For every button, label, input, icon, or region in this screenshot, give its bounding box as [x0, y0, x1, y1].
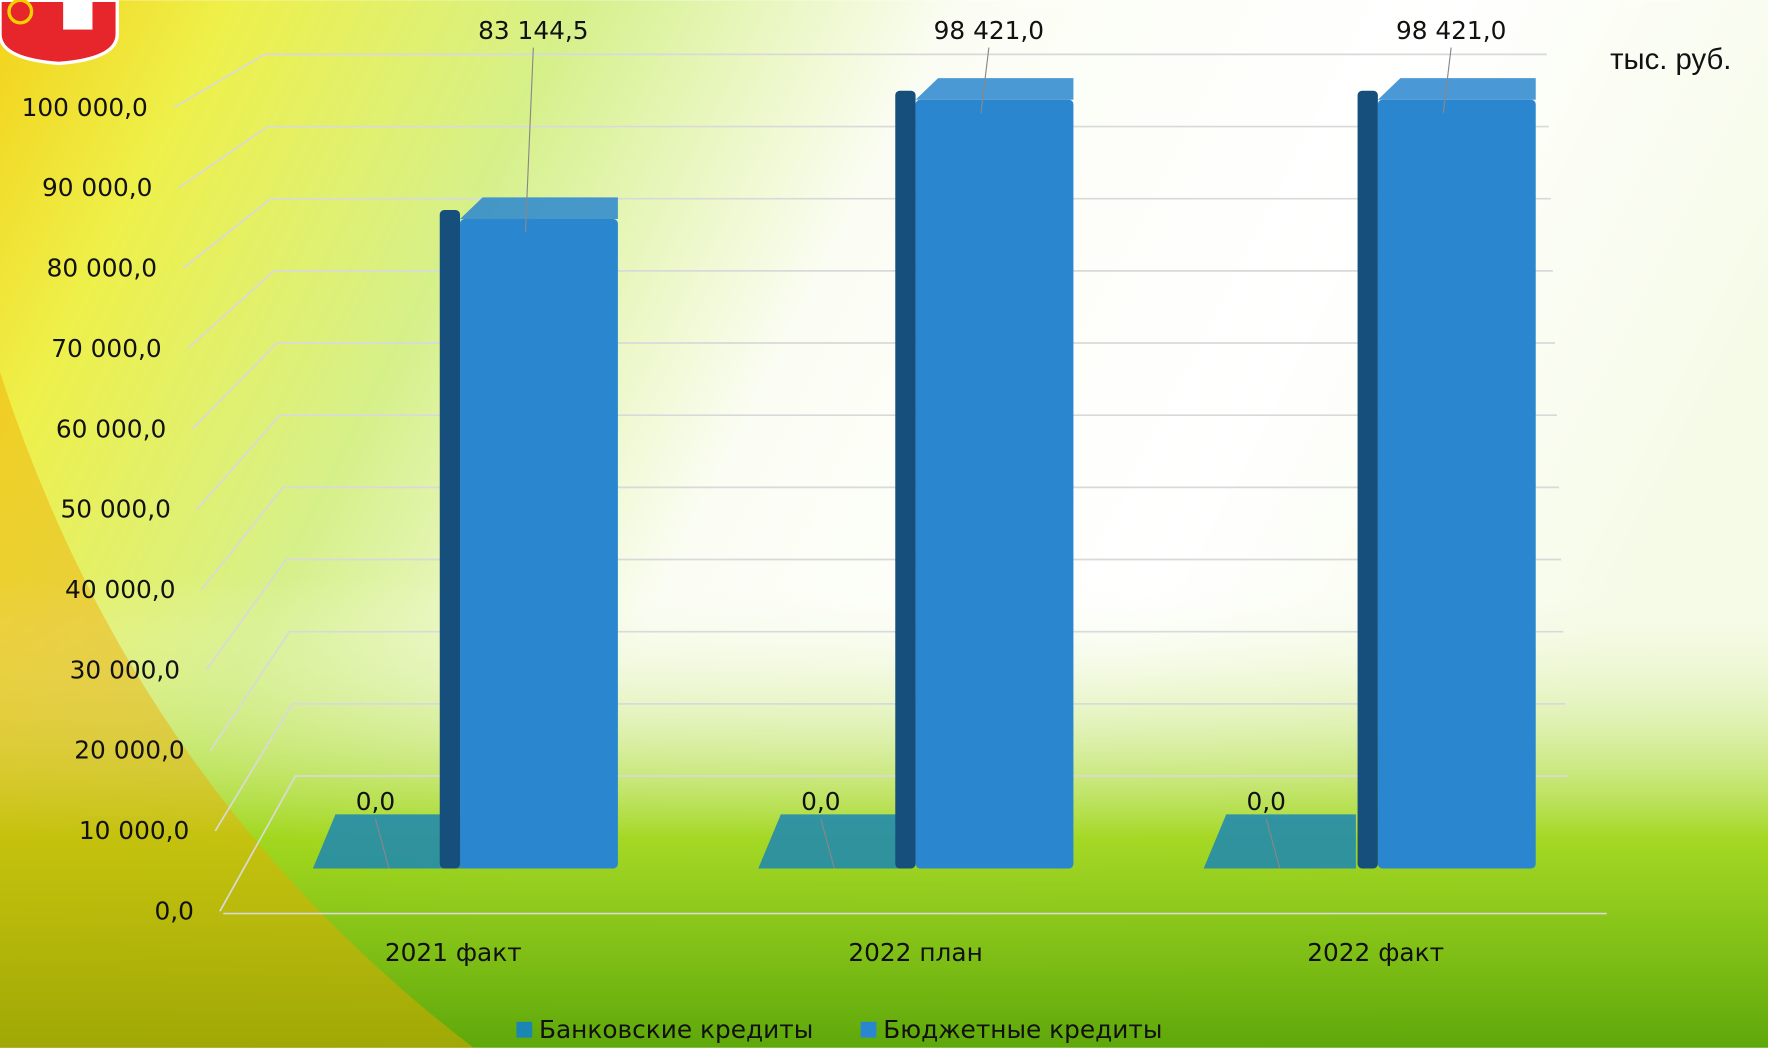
logo: [0, 0, 119, 66]
bar: [460, 219, 618, 869]
grid-line: [187, 270, 1553, 350]
grid-line: [182, 197, 1551, 270]
leader-line: [374, 818, 390, 869]
legend-swatch: [860, 1021, 877, 1038]
grid-line: [205, 558, 1562, 671]
bar-side: [1357, 90, 1378, 869]
x-tick-label: 2022 факт: [1307, 938, 1444, 967]
data-label: 0,0: [356, 787, 395, 816]
grid-line: [200, 486, 1560, 591]
grid-line: [219, 775, 1568, 912]
data-label: 0,0: [801, 787, 840, 816]
y-tick-label: 0,0: [155, 896, 194, 925]
bar-top: [1203, 814, 1356, 869]
y-tick-label: 50 000,0: [60, 495, 170, 524]
x-tick-label: 2022 план: [848, 938, 982, 967]
bar-top: [758, 814, 911, 869]
legend-label: Банковские кредиты: [539, 1015, 813, 1044]
grid-line: [177, 125, 1549, 189]
grid-line: [191, 342, 1555, 430]
data-label: 98 421,0: [1396, 16, 1506, 45]
y-tick-label: 80 000,0: [47, 254, 157, 283]
grid-line: [196, 414, 1558, 511]
leader-line: [820, 818, 835, 869]
y-tick-label: 70 000,0: [51, 334, 161, 363]
bar: [1377, 99, 1536, 869]
y-tick-label: 100 000,0: [22, 93, 148, 122]
bar-top: [1377, 78, 1536, 100]
y-tick-label: 90 000,0: [42, 173, 152, 202]
x-tick-label: 2021 факт: [385, 938, 522, 967]
y-tick-label: 10 000,0: [79, 816, 189, 845]
y-tick-label: 40 000,0: [65, 575, 175, 604]
leader-line: [524, 47, 534, 233]
bar-side: [439, 210, 461, 869]
bar: [915, 99, 1074, 869]
y-tick-label: 30 000,0: [70, 655, 180, 684]
leader-line: [1442, 47, 1452, 114]
grid-line: [214, 702, 1566, 832]
leader-line: [980, 47, 990, 114]
data-label: 0,0: [1247, 787, 1286, 816]
unit-label: тыс. руб.: [1610, 43, 1731, 76]
legend-label: Бюджетные кредиты: [883, 1015, 1162, 1044]
y-tick-label: 20 000,0: [74, 736, 184, 765]
bar-side: [895, 90, 916, 869]
data-label: 98 421,0: [934, 16, 1044, 45]
legend-swatch: [516, 1021, 533, 1038]
bar-top: [460, 197, 618, 220]
y-tick-label: 60 000,0: [56, 414, 166, 443]
grid-line: [173, 53, 1547, 109]
bar-top: [915, 78, 1074, 100]
bar-top: [312, 814, 466, 869]
leader-line: [1265, 818, 1281, 869]
grid-line: [209, 630, 1564, 752]
data-label: 83 144,5: [478, 16, 588, 45]
background-swoosh: [0, 372, 474, 1048]
